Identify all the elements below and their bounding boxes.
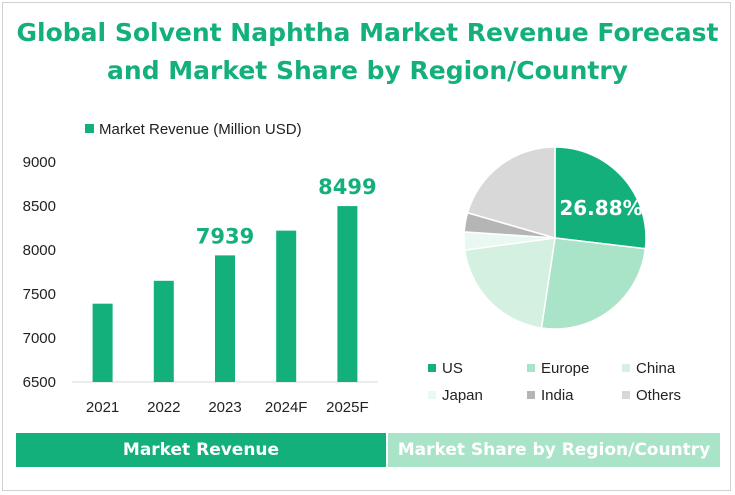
bar-legend-label: Market Revenue (Million USD) [99,121,302,138]
pie-legend-swatch-europe [527,364,535,372]
pie-legend-swatch-japan [428,391,436,399]
y-tick-label-6500: 6500 [23,374,56,391]
y-tick-label-7500: 7500 [23,286,56,303]
x-tick-label-2021: 2021 [86,399,119,416]
y-tick-label-8000: 8000 [23,242,56,259]
pie-legend-swatch-india [527,391,535,399]
bar-data-label-2025f: 8499 [318,175,376,199]
pie-legend-label-japan: Japan [442,387,483,404]
pie-slice-others [466,146,556,239]
market-revenue-banner: Market Revenue [16,433,386,467]
bar-2021 [92,303,113,382]
y-tick-label-9000: 9000 [23,154,56,171]
market-share-banner: Market Share by Region/Country [388,433,720,467]
bar-2025f [337,206,358,382]
pie-legend-label-europe: Europe [541,360,589,377]
pie-slice-us [554,146,647,250]
pie-legend-label-china: China [636,360,676,377]
pie-legend-swatch-china [622,364,630,372]
x-tick-label-2024f: 2024F [265,399,308,416]
y-tick-label-8500: 8500 [23,198,56,215]
pie-legend-swatch-us [428,364,436,372]
chart-frame [2,2,731,491]
pie-slice-china [463,237,556,329]
chart-title: Global Solvent Naphtha Market Revenue Fo… [0,14,735,90]
bar-2023 [215,255,235,382]
pie-slice-europe [540,237,647,330]
title-line-2: and Market Share by Region/Country [107,56,628,85]
title-line-1: Global Solvent Naphtha Market Revenue Fo… [16,18,719,47]
pie-legend-label-us: US [442,360,463,377]
bar-2022 [153,280,174,382]
x-tick-label-2023: 2023 [208,399,241,416]
bar-legend-swatch [85,124,94,133]
pie-data-label-us: 26.88% [559,196,642,220]
x-tick-label-2025f: 2025F [326,399,369,416]
x-tick-label-2022: 2022 [147,399,180,416]
pie-legend-label-others: Others [636,387,681,404]
y-tick-label-7000: 7000 [23,330,56,347]
pie-legend-label-india: India [541,387,574,404]
pie-legend-swatch-others [622,391,630,399]
bar-data-label-2023: 7939 [196,224,254,248]
bar-2024f [276,230,297,382]
